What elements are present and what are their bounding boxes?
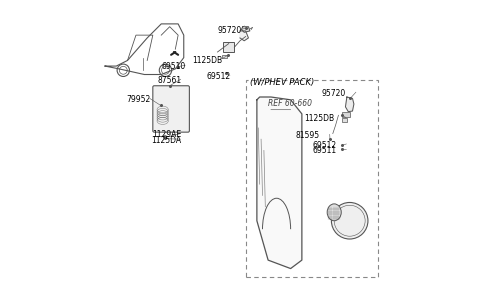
Polygon shape	[257, 97, 302, 269]
Polygon shape	[346, 97, 354, 112]
Circle shape	[331, 202, 368, 239]
Text: 81595: 81595	[296, 131, 320, 140]
Text: 95720: 95720	[322, 89, 346, 98]
Text: 1125DA: 1125DA	[151, 136, 181, 145]
Text: 87561: 87561	[157, 76, 181, 85]
Text: 69512: 69512	[312, 141, 336, 150]
Bar	[342, 118, 347, 122]
Bar	[222, 55, 227, 59]
Bar	[246, 80, 378, 277]
Text: 69510: 69510	[162, 62, 186, 71]
Text: 69512: 69512	[206, 72, 231, 81]
Polygon shape	[240, 31, 249, 41]
Text: 1125DB: 1125DB	[305, 114, 335, 124]
Bar	[342, 112, 349, 117]
Text: 1129AE: 1129AE	[152, 130, 181, 139]
FancyBboxPatch shape	[153, 86, 190, 132]
Polygon shape	[241, 27, 250, 32]
Text: 95720: 95720	[218, 26, 242, 36]
Ellipse shape	[327, 204, 341, 221]
Text: (W/PHEV PACK): (W/PHEV PACK)	[250, 78, 314, 87]
Bar	[223, 42, 234, 52]
Text: 69511: 69511	[312, 147, 336, 156]
Text: REF 60-660: REF 60-660	[268, 99, 312, 108]
Text: 1125DB: 1125DB	[192, 56, 222, 65]
Text: 79952: 79952	[126, 95, 151, 104]
